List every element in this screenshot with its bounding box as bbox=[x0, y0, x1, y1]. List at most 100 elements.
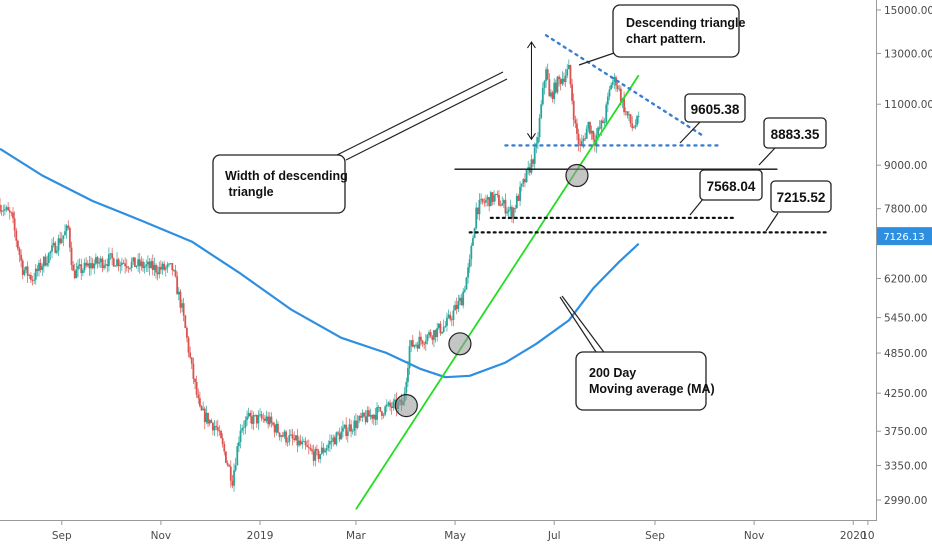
candle bbox=[29, 272, 32, 284]
candle bbox=[467, 263, 469, 284]
y-axis[interactable]: 15000.00 13000.00 11000.00 9000.00 7800.00 62… bbox=[876, 0, 932, 520]
candle-body bbox=[229, 466, 232, 481]
x-tick-label-3: Mar bbox=[346, 530, 366, 542]
candle bbox=[457, 294, 460, 313]
candle-body bbox=[21, 260, 24, 275]
candle bbox=[444, 321, 447, 328]
candle bbox=[537, 131, 539, 150]
candle-body bbox=[410, 340, 413, 347]
candle-body bbox=[47, 253, 50, 264]
candle bbox=[488, 196, 491, 212]
candle-body bbox=[192, 363, 195, 379]
candle bbox=[463, 285, 466, 294]
candle bbox=[426, 333, 429, 345]
candle-body bbox=[356, 420, 359, 428]
candle-body bbox=[491, 192, 494, 202]
candle-body bbox=[137, 259, 140, 266]
candle-body bbox=[550, 92, 552, 97]
candle-body bbox=[244, 420, 247, 428]
candle bbox=[294, 435, 297, 441]
candle-body bbox=[255, 414, 258, 424]
candle bbox=[634, 119, 637, 130]
candle-body bbox=[225, 451, 227, 463]
candle bbox=[81, 268, 84, 277]
plot-area bbox=[0, 34, 827, 510]
candle-body bbox=[203, 408, 206, 423]
candle-body bbox=[351, 430, 354, 432]
annotation-ma-line-1: 200 Day bbox=[589, 366, 636, 380]
candle-body bbox=[307, 446, 310, 448]
candle bbox=[161, 261, 164, 275]
candle bbox=[636, 114, 638, 128]
candle bbox=[203, 406, 206, 430]
candle bbox=[358, 414, 361, 424]
candle bbox=[285, 429, 287, 446]
candle-body bbox=[264, 418, 266, 421]
candle bbox=[26, 261, 29, 283]
candle-body bbox=[0, 210, 3, 212]
candle-body bbox=[533, 147, 536, 164]
candle-body bbox=[278, 432, 281, 437]
candle bbox=[624, 107, 627, 116]
candle-body bbox=[415, 344, 417, 346]
candle-body bbox=[332, 437, 335, 442]
candle-body bbox=[83, 262, 86, 271]
candle bbox=[12, 207, 14, 224]
candle-body bbox=[280, 435, 283, 437]
candle bbox=[325, 444, 328, 456]
candle bbox=[299, 434, 302, 446]
current-price-label: 7126.13 bbox=[883, 232, 924, 243]
candle bbox=[571, 78, 573, 105]
candle-body bbox=[428, 332, 430, 336]
candle bbox=[455, 297, 458, 315]
candle-body bbox=[564, 75, 567, 82]
candle bbox=[418, 330, 421, 349]
candle-body bbox=[23, 270, 26, 275]
candle bbox=[264, 414, 266, 423]
candle bbox=[62, 235, 65, 247]
candle bbox=[93, 259, 96, 275]
level-label-7215: 7215.52 bbox=[777, 190, 826, 205]
candle bbox=[234, 457, 237, 472]
annotation-width-line-1: Width of descending bbox=[225, 169, 348, 183]
touch-point-0 bbox=[394, 393, 418, 418]
candle bbox=[257, 410, 260, 431]
candle bbox=[504, 193, 507, 219]
candle-body bbox=[330, 441, 333, 442]
candle-body bbox=[99, 258, 102, 263]
candle bbox=[109, 253, 112, 261]
candle bbox=[324, 448, 326, 453]
candle bbox=[390, 402, 393, 415]
candle-body bbox=[613, 77, 616, 83]
level-label-9605: 9605.38 bbox=[691, 102, 740, 117]
candle bbox=[228, 464, 231, 468]
candle bbox=[288, 429, 291, 446]
candle bbox=[231, 475, 234, 489]
candle bbox=[389, 399, 391, 412]
candle-body bbox=[572, 100, 575, 120]
candle bbox=[423, 341, 426, 350]
candle-body bbox=[163, 263, 166, 270]
candle-body bbox=[138, 259, 141, 267]
candle-body bbox=[634, 125, 637, 128]
candle-body bbox=[346, 431, 349, 436]
candle bbox=[618, 84, 621, 92]
candle bbox=[64, 224, 66, 236]
candle-body bbox=[286, 441, 289, 443]
candle-body bbox=[420, 336, 422, 341]
candle-body bbox=[179, 291, 182, 308]
candle-body bbox=[460, 297, 463, 306]
candle-body bbox=[416, 344, 419, 349]
candle-body bbox=[207, 412, 209, 424]
candle-body bbox=[67, 225, 70, 228]
candle bbox=[470, 242, 473, 267]
candle bbox=[608, 86, 611, 101]
candle-body bbox=[355, 420, 357, 428]
candle bbox=[494, 193, 497, 202]
current-price-tag: 7126.13 bbox=[877, 227, 932, 246]
candle-body bbox=[220, 430, 222, 439]
candle-body bbox=[8, 210, 11, 213]
support-trendline bbox=[355, 74, 640, 510]
candle-body bbox=[363, 412, 365, 417]
